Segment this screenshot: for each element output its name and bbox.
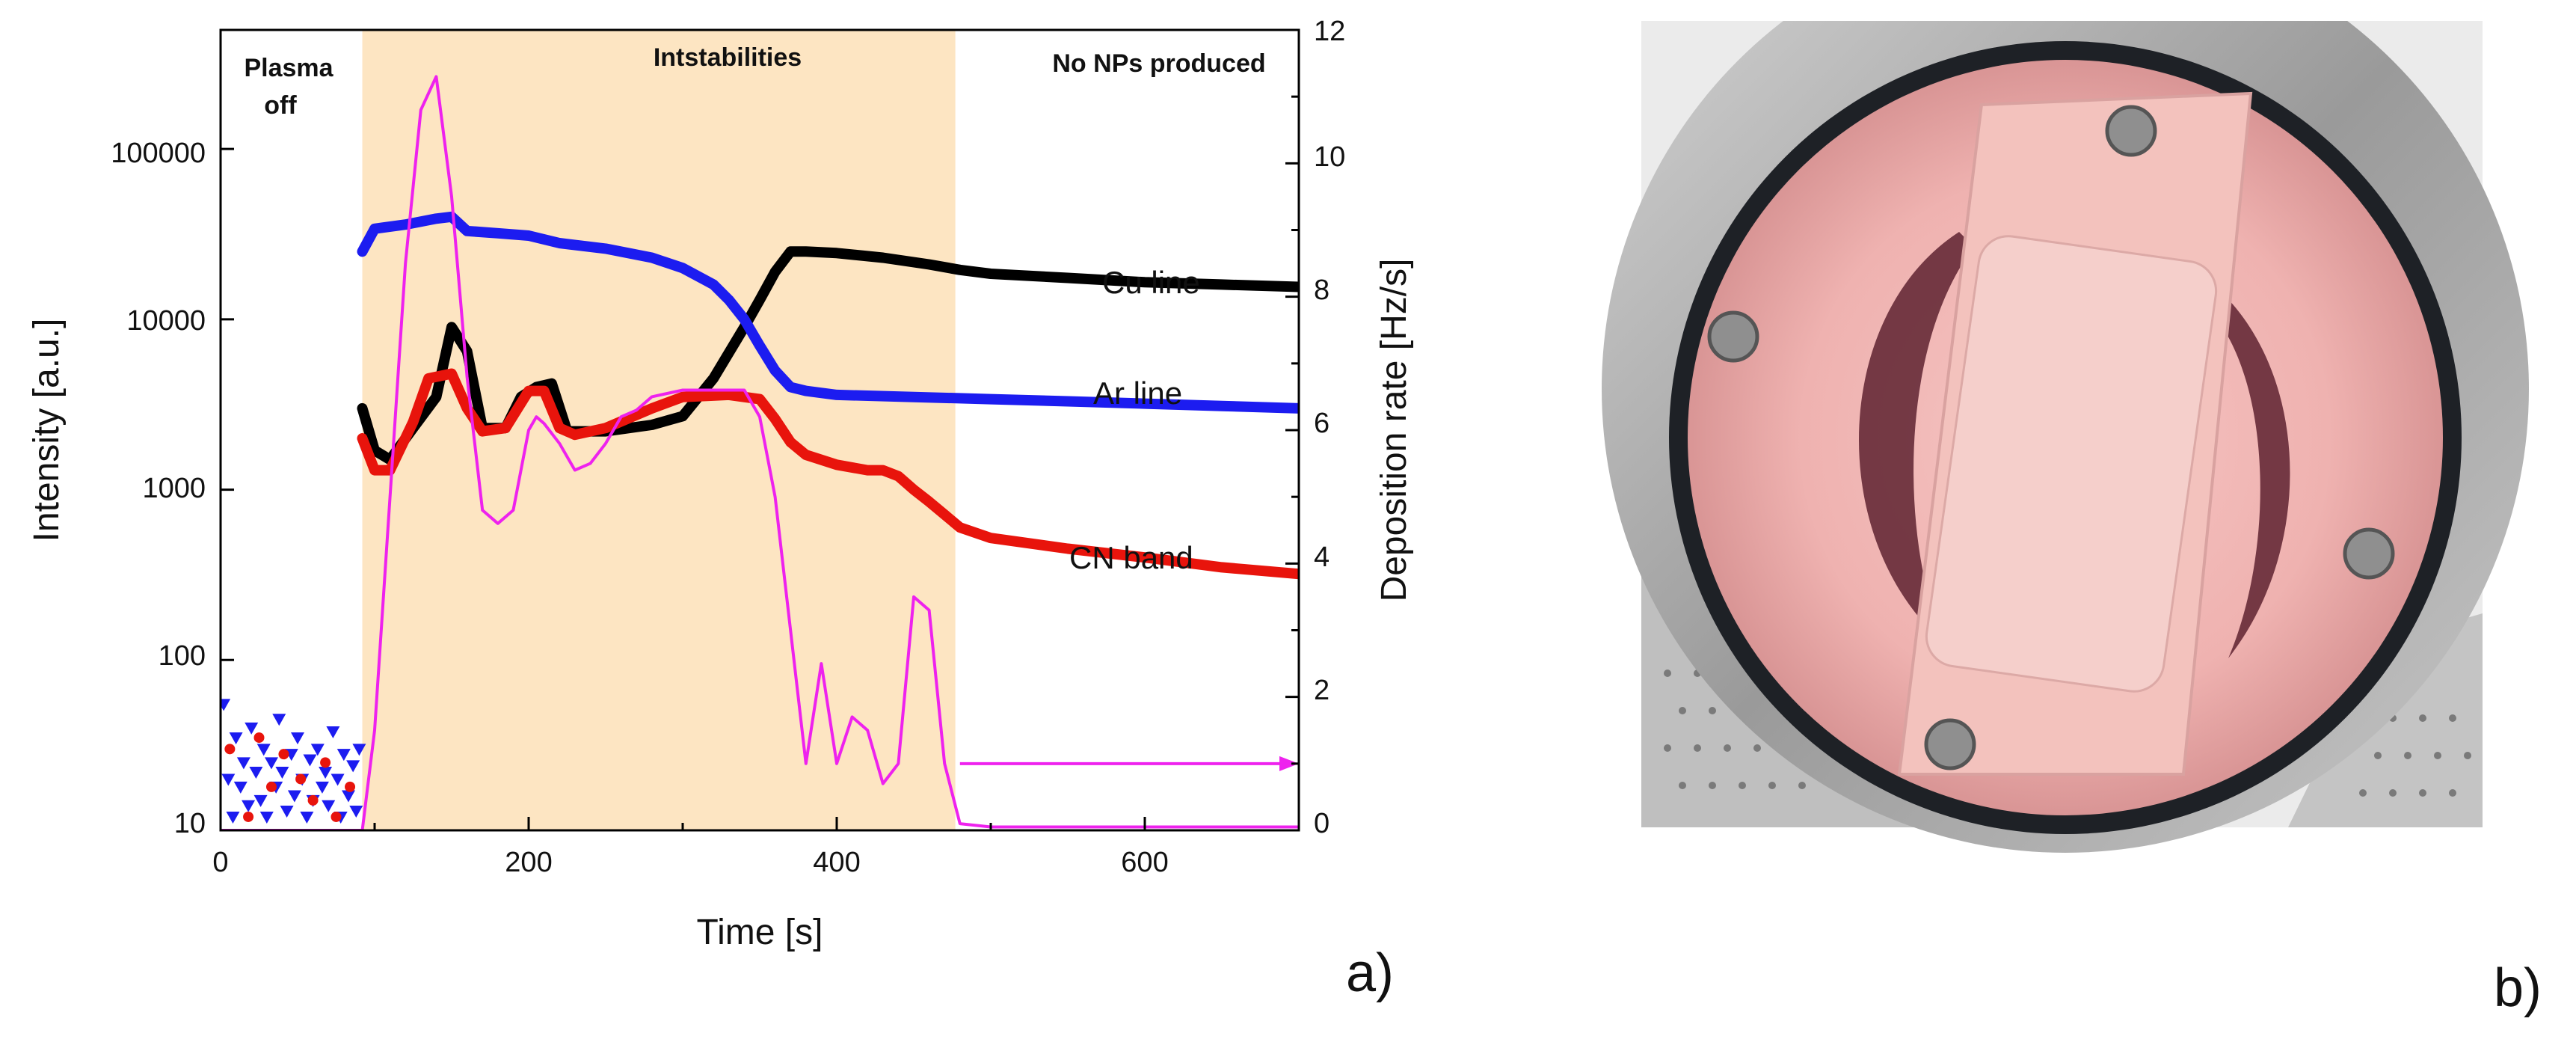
scatter-point-cn <box>345 781 356 792</box>
x-tick-label: 200 <box>505 847 552 878</box>
series-label-ar: Ar line <box>1093 376 1182 411</box>
scatter-point-cn <box>265 781 277 792</box>
panel-label-b: b) <box>2494 958 2542 1018</box>
x-axis-title: Time [s] <box>697 913 823 952</box>
scatter-point-ar <box>352 744 366 756</box>
scatter-point-ar <box>326 726 340 738</box>
scatter-point-cn <box>278 749 289 760</box>
scatter-point-ar <box>272 714 286 726</box>
y-right-tick-label: 12 <box>1314 16 1345 47</box>
y-right-axis-title: Deposition rate [Hz/s] <box>1374 259 1414 602</box>
scatter-point-ar <box>253 794 268 807</box>
y-right-tick-labels: 0 2 4 6 8 10 12 <box>1314 16 1345 839</box>
scatter-point-cn <box>295 773 307 785</box>
region-label-no-nps: No NPs produced <box>1052 49 1265 78</box>
scatter-point-ar <box>341 790 355 803</box>
scatter-point-ar <box>229 732 243 745</box>
region-label-instabilities: Intstabilities <box>654 43 802 72</box>
chart-panel: 0 200 400 600 10 100 1000 10000 100000 0… <box>27 16 1414 1003</box>
scatter-point-ar <box>236 757 250 770</box>
scatter-point-cn <box>253 732 265 744</box>
erosion-track-left <box>1858 232 1974 643</box>
screw-top <box>2105 105 2157 157</box>
y-right-tick-label: 6 <box>1314 408 1330 439</box>
series-line-cu-line <box>357 246 1299 465</box>
scatter-point-ar <box>242 800 256 812</box>
screw-left <box>1707 310 1759 363</box>
y-left-axis-title: Intensity [a.u.] <box>27 319 67 542</box>
screw-right <box>2343 527 2395 580</box>
strip-center-pad <box>1925 235 2218 693</box>
scatter-point-cn <box>224 744 236 755</box>
y-right-tick-label: 8 <box>1314 275 1330 306</box>
photo-panel: b) <box>1602 0 2542 1018</box>
panel-label-a: a) <box>1346 943 1394 1003</box>
scatter-point-ar <box>300 811 314 824</box>
scatter-point-cn <box>331 811 342 822</box>
scatter-point-ar <box>264 757 278 770</box>
scatter-point-ar <box>249 767 263 779</box>
y-right-tick-label: 2 <box>1314 675 1330 706</box>
scatter-point-ar <box>310 744 325 756</box>
series-line-cn-band <box>357 368 1299 580</box>
region-label-plasma-off: off <box>264 91 297 120</box>
series-label-cn: CN band <box>1069 540 1193 575</box>
top-housing-mask <box>1641 0 2483 21</box>
instabilities-region <box>362 30 956 830</box>
scatter-point-ar <box>221 773 236 786</box>
scatter-point-ar <box>331 773 345 786</box>
scatter-point-ar <box>221 699 231 711</box>
series-line-deposition-rate <box>221 75 1299 830</box>
y-left-tick-label: 1000 <box>142 473 206 504</box>
scatter-point-ar <box>287 790 301 803</box>
scatter-point-ar <box>346 760 360 773</box>
scatter-point-ar <box>336 749 351 762</box>
y-right-tick-label: 4 <box>1314 542 1330 573</box>
y-right-tick-label: 10 <box>1314 141 1345 173</box>
scatter-point-ar <box>275 767 289 779</box>
y-left-tick-label: 10 <box>174 808 206 839</box>
series-layer <box>221 75 1299 830</box>
arrow-head <box>1279 756 1299 771</box>
erosion-track-right <box>2213 299 2290 658</box>
scatter-point-ar <box>256 744 271 756</box>
scatter-point-ar <box>233 781 248 794</box>
y-left-tick-label: 100000 <box>111 138 206 169</box>
series-label-cu: Cu line <box>1102 265 1200 300</box>
screw-bottom <box>1924 718 1976 770</box>
scatter-point-ar <box>349 806 363 818</box>
scatter-point-cn <box>307 794 319 806</box>
scatter-point-ar <box>319 767 333 779</box>
ticks-layer <box>219 28 1300 832</box>
scatter-point-cn <box>243 811 254 822</box>
mounting-screws <box>1707 105 2395 770</box>
y-right-tick-label: 0 <box>1314 808 1330 839</box>
scatter-point-ar <box>280 806 294 818</box>
scatter-point-ar <box>226 811 240 824</box>
scatter-point-ar <box>322 800 336 812</box>
y-left-tick-labels: 10 100 1000 10000 100000 <box>111 138 206 839</box>
scatter-point-ar <box>291 732 304 745</box>
x-tick-label: 0 <box>212 847 228 878</box>
scatter-point-ar <box>303 754 317 767</box>
y-left-tick-label: 100 <box>159 640 206 672</box>
region-label-plasma-off: Plasma <box>244 54 333 82</box>
x-tick-label: 400 <box>813 847 860 878</box>
scatter-point-ar <box>245 722 259 735</box>
x-tick-labels: 0 200 400 600 <box>212 847 1168 878</box>
y-left-tick-label: 10000 <box>126 305 206 337</box>
scatter-point-cn <box>320 757 331 768</box>
x-tick-label: 600 <box>1121 847 1168 878</box>
scatter-point-ar <box>315 781 329 794</box>
scatter-point-ar <box>259 811 274 824</box>
